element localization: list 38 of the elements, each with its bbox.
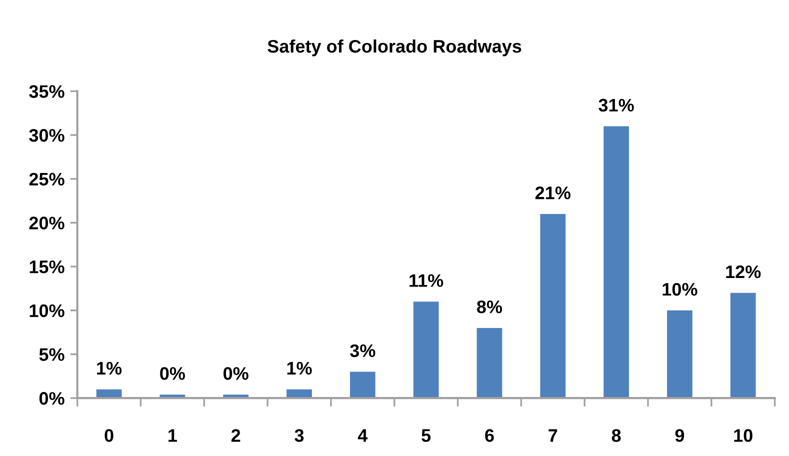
bar <box>730 292 756 398</box>
data-label: 12% <box>726 265 761 278</box>
y-tick-label: 10% <box>30 304 64 318</box>
data-label: 10% <box>662 282 698 296</box>
y-tick-label: 35% <box>29 85 64 98</box>
x-tick-label: 10 <box>734 429 752 442</box>
y-tick-label: 20% <box>29 216 64 230</box>
bar <box>604 126 629 398</box>
y-tick-label: 5% <box>39 348 64 361</box>
chart-title: Safety of Colorado Roadways <box>268 39 522 56</box>
x-tick-label: 8 <box>612 429 621 442</box>
data-label: 21% <box>535 186 570 200</box>
data-label: 0% <box>160 367 186 380</box>
bar <box>413 302 439 398</box>
x-tick-label: 5 <box>422 429 431 442</box>
data-label: 8% <box>476 300 502 314</box>
bar <box>350 372 376 398</box>
data-label: 1% <box>287 362 312 375</box>
y-tick-label: 15% <box>30 260 64 274</box>
data-label: 1% <box>97 362 122 375</box>
x-tick-label: 3 <box>294 429 304 442</box>
x-tick-label: 2 <box>231 429 240 442</box>
bar <box>667 310 692 398</box>
y-tick-label: 25% <box>29 172 64 186</box>
bar <box>540 214 566 398</box>
x-tick-label: 1 <box>168 429 177 442</box>
x-tick-label: 4 <box>358 429 368 442</box>
y-tick-label: 0% <box>39 392 64 405</box>
x-tick-label: 7 <box>548 429 558 442</box>
data-label: 31% <box>598 98 634 112</box>
x-tick-label: 9 <box>675 429 684 442</box>
x-tick-label: 6 <box>485 429 494 442</box>
bar <box>476 328 502 398</box>
data-label: 0% <box>224 367 248 380</box>
data-label: 3% <box>350 344 376 358</box>
y-tick-label: 30% <box>29 128 64 142</box>
x-tick-label: 0 <box>104 429 114 442</box>
data-label: 11% <box>410 274 444 287</box>
